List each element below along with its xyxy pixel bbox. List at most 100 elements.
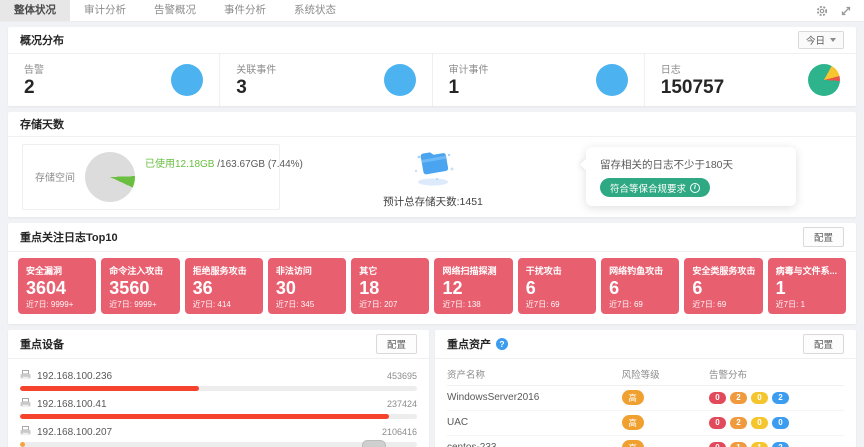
asset-name: WindowsServer2016 <box>447 392 540 404</box>
log-card-value: 6 <box>525 277 536 298</box>
log-card-network-scan[interactable]: 网络扫描探测 12 近7日: 138 <box>434 257 513 314</box>
log-card-value: 30 <box>275 277 296 298</box>
device-row[interactable]: 192.168.100.207 2106416 <box>20 425 417 447</box>
asset-row[interactable]: WindowsServer2016 高 0 2 0 2 <box>447 386 844 411</box>
log-card-name: 干扰攻击 <box>525 265 562 276</box>
key-devices-config-button[interactable]: 配置 <box>375 333 417 354</box>
stat-value: 3 <box>236 77 247 98</box>
log-card-virus-filesystem[interactable]: 病毒与文件系... 1 近7日: 1 <box>767 257 846 314</box>
log-card-value: 1 <box>775 277 786 298</box>
device-bar-fill <box>20 385 199 391</box>
storage-used-text: 已使用12.18GB <box>145 158 215 170</box>
alerts-pie-chart <box>171 63 204 96</box>
tab-overall-status[interactable]: 整体状况 <box>0 0 70 21</box>
stat-alerts: 告警 2 <box>8 54 221 106</box>
stat-label: 日志 <box>660 65 681 76</box>
log-card-value: 3560 <box>109 277 150 298</box>
audit-events-pie-chart <box>595 63 628 96</box>
top-logs-title: 重点关注日志Top10 <box>20 231 118 244</box>
stat-value: 150757 <box>660 77 725 98</box>
help-icon[interactable]: ? <box>496 337 508 350</box>
log-card-command-injection[interactable]: 命令注入攻击 3560 近7日: 9999+ <box>101 257 180 314</box>
storage-card: 存储天数 存储空间 已使用12.18GB /163.67GB (7.44%) <box>8 111 856 217</box>
device-row[interactable]: 192.168.100.41 237424 <box>20 397 417 419</box>
stat-correlated-events: 关联事件 3 <box>220 54 433 106</box>
storage-title: 存储天数 <box>20 118 64 131</box>
stat-audit-events: 审计事件 1 <box>433 54 645 106</box>
recent-label: 近7日: <box>26 300 49 310</box>
device-icon <box>20 425 31 439</box>
log-card-interference-attack[interactable]: 干扰攻击 6 近7日: 69 <box>517 257 597 314</box>
compliance-badge-button[interactable]: 符合等保合规要求 i <box>600 178 711 198</box>
top-logs-card: 重点关注日志Top10 配置 安全漏洞 3604 近7日: 9999+ 命令注入… <box>8 222 856 324</box>
log-card-dos-attack[interactable]: 拒绝服务攻击 36 近7日: 414 <box>184 257 263 314</box>
key-assets-config-button[interactable]: 配置 <box>802 333 844 354</box>
recent-value: 207 <box>384 300 398 310</box>
device-count: 453695 <box>386 371 417 382</box>
top-logs-config-button[interactable]: 配置 <box>802 226 844 247</box>
log-card-value: 12 <box>442 277 463 298</box>
logs-pie-chart <box>808 63 840 96</box>
critical-count-badge: 0 <box>709 416 726 429</box>
overview-card: 概况分布 今日 告警 2 关联事件 3 <box>8 27 856 106</box>
recent-label: 近7日: <box>525 300 549 310</box>
recent-label: 近7日: <box>109 300 132 310</box>
alert-distribution: 0 2 0 0 <box>709 416 844 429</box>
compliance-badge-label: 符合等保合规要求 <box>610 183 687 195</box>
log-card-name: 病毒与文件系... <box>775 265 838 276</box>
info-icon: i <box>690 182 701 193</box>
low-count-badge: 2 <box>772 391 789 404</box>
asset-table: 资产名称 风险等级 告警分布 WindowsServer2016 高 0 2 0… <box>435 359 856 447</box>
log-card-illegal-access[interactable]: 非法访问 30 近7日: 345 <box>267 257 347 314</box>
tab-system-status[interactable]: 系统状态 <box>294 4 336 16</box>
asset-row[interactable]: UAC 高 0 2 0 0 <box>447 411 844 436</box>
critical-count-badge: 0 <box>709 391 726 404</box>
column-asset-name: 资产名称 <box>447 369 486 381</box>
medium-count-badge: 1 <box>751 441 768 447</box>
risk-badge: 高 <box>621 440 644 447</box>
period-value: 今日 <box>805 36 825 47</box>
high-count-badge: 2 <box>730 391 747 404</box>
recent-label: 近7日: <box>609 300 632 310</box>
log-card-security-service-attack[interactable]: 安全类服务攻击 6 近7日: 69 <box>684 257 763 314</box>
recent-label: 近7日: <box>442 300 466 310</box>
log-card-value: 3604 <box>26 277 67 298</box>
recent-value: 69 <box>550 300 560 310</box>
log-card-other[interactable]: 其它 18 近7日: 207 <box>351 257 430 314</box>
log-card-name: 安全漏洞 <box>26 265 63 276</box>
log-card-name: 网络扫描探测 <box>442 265 497 276</box>
recent-label: 近7日: <box>275 300 299 310</box>
key-assets-card: 重点资产 ? 配置 资产名称 风险等级 告警分布 WindowsServer20… <box>435 329 856 447</box>
overview-title: 概况分布 <box>20 35 64 47</box>
recent-value: 9999+ <box>134 300 157 310</box>
gear-icon[interactable] <box>816 5 828 17</box>
log-card-name: 非法访问 <box>275 265 312 276</box>
log-card-name: 拒绝服务攻击 <box>192 265 247 276</box>
fullscreen-expand-icon[interactable] <box>840 5 852 17</box>
log-card-security-vuln[interactable]: 安全漏洞 3604 近7日: 9999+ <box>18 257 97 314</box>
critical-count-badge: 0 <box>709 441 726 447</box>
recent-label: 近7日: <box>192 300 216 310</box>
device-row[interactable]: 192.168.100.236 453695 <box>20 369 417 391</box>
log-card-phishing-attack[interactable]: 网络钓鱼攻击 6 近7日: 69 <box>601 257 680 314</box>
column-risk-level: 风险等级 <box>621 369 660 381</box>
high-count-badge: 1 <box>730 441 747 447</box>
asset-name: centos-233 <box>447 442 622 447</box>
log-card-value: 6 <box>692 277 703 298</box>
recent-value: 1 <box>800 300 806 310</box>
stat-label: 审计事件 <box>448 65 489 76</box>
asset-name: UAC <box>447 417 469 429</box>
asset-table-header: 资产名称 风险等级 告警分布 <box>447 361 844 386</box>
tab-audit-analysis[interactable]: 审计分析 <box>84 4 126 16</box>
low-count-badge: 2 <box>772 441 789 447</box>
tab-event-analysis[interactable]: 事件分析 <box>224 4 266 16</box>
medium-count-badge: 0 <box>751 416 768 429</box>
scrollbar-thumb[interactable] <box>362 440 386 447</box>
period-dropdown[interactable]: 今日 <box>797 31 844 49</box>
alert-distribution: 0 2 0 2 <box>709 391 844 404</box>
tab-alert-overview[interactable]: 告警概况 <box>154 4 196 16</box>
device-list: 192.168.100.236 453695 192.168.100.41 23… <box>8 359 429 447</box>
recent-label: 近7日: <box>692 300 716 310</box>
top-logs-cards: 安全漏洞 3604 近7日: 9999+ 命令注入攻击 3560 近7日: 99… <box>8 252 856 324</box>
asset-row[interactable]: centos-233 高 0 1 1 2 <box>447 436 844 447</box>
